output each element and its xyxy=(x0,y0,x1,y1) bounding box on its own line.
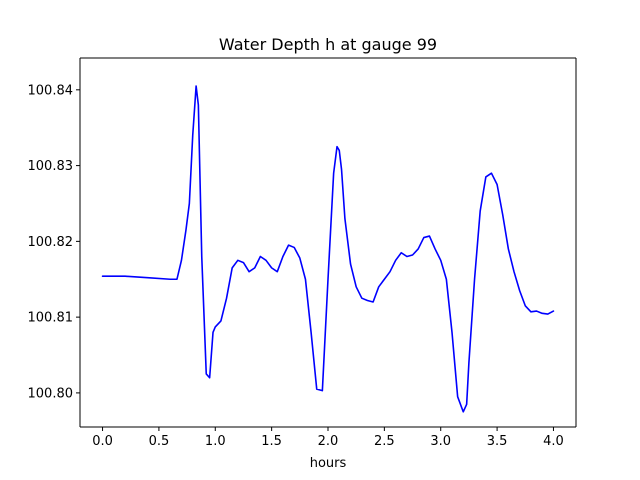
x-tick-label: 3.0 xyxy=(430,434,451,449)
x-tick-label: 1.5 xyxy=(261,434,282,449)
y-tick-label: 100.80 xyxy=(28,386,74,401)
x-tick-label: 2.0 xyxy=(318,434,339,449)
plot-area xyxy=(101,85,555,413)
y-tick-label: 100.82 xyxy=(28,235,74,250)
y-tick-label: 100.83 xyxy=(28,159,74,174)
x-tick-label: 0.5 xyxy=(149,434,170,449)
x-tick-label: 2.5 xyxy=(374,434,395,449)
x-tick-label: 0.0 xyxy=(92,434,113,449)
x-tick-label: 1.0 xyxy=(205,434,226,449)
axes: 0.0 0.5 1.0 1.5 2.0 2.5 3.0 3.5 4.0 100.80 100.81 1… xyxy=(28,57,577,449)
x-tick-label: 4.0 xyxy=(543,434,564,449)
x-tick-label: 3.5 xyxy=(487,434,508,449)
chart-title: Water Depth h at gauge 99 xyxy=(219,35,437,54)
x-axis-label: hours xyxy=(310,456,347,471)
y-tick-label: 100.84 xyxy=(28,83,74,98)
series-line-0 xyxy=(101,85,555,413)
y-tick-label: 100.81 xyxy=(28,311,74,326)
